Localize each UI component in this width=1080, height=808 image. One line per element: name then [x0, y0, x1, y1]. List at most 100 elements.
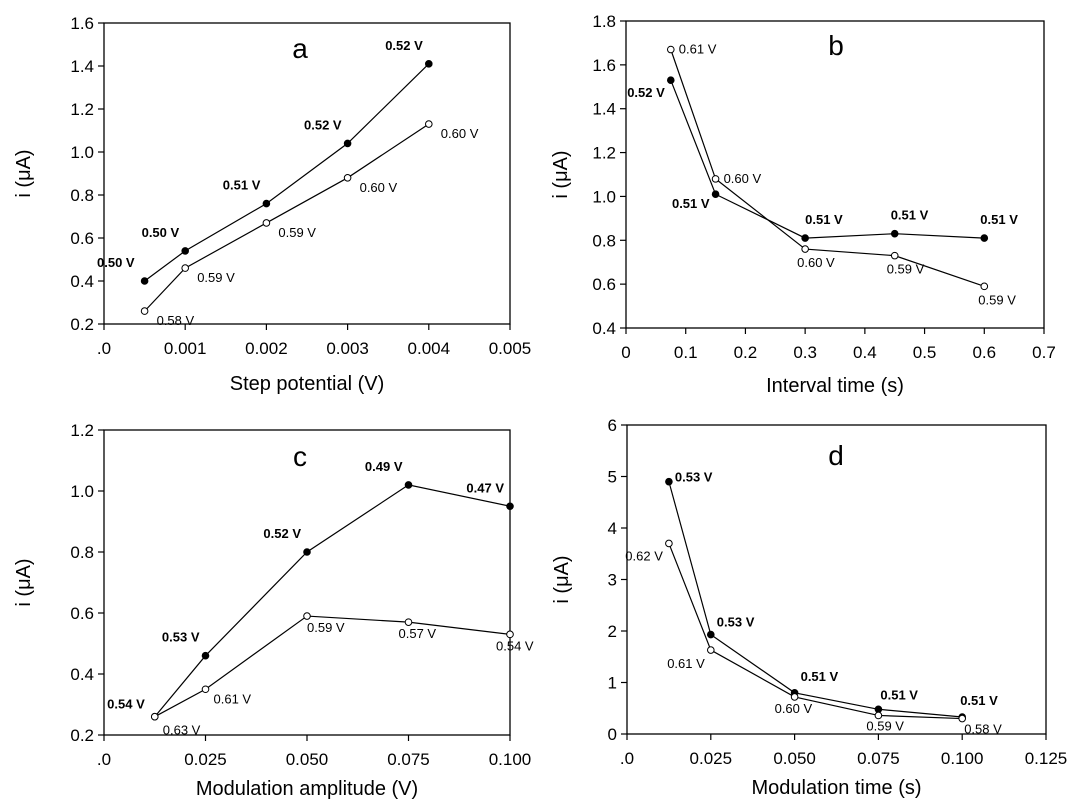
x-tick-label: 0.002 — [245, 339, 288, 358]
x-tick-label: 0.100 — [941, 749, 984, 768]
data-label: 0.49 V — [365, 459, 403, 474]
data-point — [150, 712, 159, 721]
series-filled: 0.50 V 0.50 V 0.51 V 0.52 V 0.52 V — [97, 38, 433, 285]
y-tick-label: 0.8 — [70, 543, 94, 562]
y-tick-label: 1.6 — [592, 56, 616, 75]
data-point — [201, 651, 210, 660]
series-filled: 0.53 V 0.53 V 0.51 V 0.51 V 0.51 V — [665, 470, 998, 721]
panel-a: .0 0.001 0.002 0.003 0.004 0.005 0.2 0.4 0.6 0.8 1… — [13, 14, 531, 395]
data-point — [707, 630, 715, 639]
x-tick-label: 0.100 — [489, 750, 532, 769]
data-point — [874, 705, 883, 714]
y-tick-label: 1.2 — [70, 421, 94, 440]
y-tick-label: 0.2 — [70, 726, 94, 745]
data-point — [404, 618, 413, 626]
data-label: 0.51 V — [880, 687, 918, 702]
y-axis-label: i (μA) — [550, 150, 572, 198]
data-point — [665, 477, 673, 486]
data-point — [181, 264, 189, 272]
x-tick-label: 0.025 — [690, 749, 733, 768]
y-tick-label: 0.2 — [70, 315, 94, 334]
data-label: 0.51 V — [891, 208, 929, 223]
series-line — [670, 49, 985, 287]
data-label: 0.59 V — [197, 270, 235, 285]
data-point — [201, 685, 210, 694]
data-point — [303, 612, 311, 620]
data-point — [666, 45, 675, 54]
data-label: 0.58 V — [964, 722, 1002, 737]
panel-b: 0 0.1 0.2 0.3 0.4 0.5 0.6 0.7 0.4 0.6 0.8 1.0 1.2 1.4… — [550, 12, 1056, 397]
data-label: 0.60 V — [775, 701, 813, 716]
data-label: 0.53 V — [675, 470, 713, 485]
data-label: 0.60 V — [797, 255, 835, 270]
data-point — [262, 219, 271, 227]
series-open: 0.62 V 0.61 V 0.60 V 0.59 V 0.58 V — [625, 539, 1002, 737]
data-label: 0.52 V — [627, 85, 665, 100]
x-axis-label: Modulation amplitude (V) — [196, 778, 418, 800]
panel-letter: c — [293, 441, 307, 472]
x-tick-label: .0 — [97, 339, 111, 358]
data-point — [404, 481, 413, 489]
y-tick-label: 0.8 — [592, 231, 616, 250]
data-point — [801, 245, 809, 253]
x-tick-label: 0.7 — [1032, 343, 1056, 362]
x-tick-label: .0 — [97, 750, 111, 769]
data-point — [890, 229, 899, 238]
data-label: 0.51 V — [801, 669, 839, 684]
y-tick-label: 0.4 — [70, 665, 94, 684]
x-tick-label: 0.001 — [164, 339, 207, 358]
data-point — [181, 247, 189, 255]
plot-frame — [103, 429, 511, 736]
data-point — [262, 199, 271, 208]
data-label: 0.51 V — [672, 196, 710, 211]
data-point — [343, 174, 352, 182]
data-point — [801, 234, 809, 242]
y-tick-label: 0.6 — [592, 275, 616, 294]
series-filled: 0.52 V 0.51 V 0.51 V 0.51 V 0.51 V — [627, 76, 1018, 242]
plot-frame — [103, 22, 511, 325]
x-tick-label: 0.004 — [408, 339, 451, 358]
data-label: 0.58 V — [157, 313, 195, 328]
series-line — [154, 484, 511, 718]
y-axis-label: i (μA) — [13, 149, 35, 197]
data-label: 0.50 V — [97, 255, 135, 270]
y-tick-label: 1.4 — [70, 57, 94, 76]
data-label: 0.59 V — [978, 292, 1016, 307]
series-open: 0.58 V 0.59 V 0.59 V 0.60 V 0.60 V — [140, 120, 479, 328]
data-point — [790, 693, 799, 701]
data-label: 0.62 V — [625, 548, 663, 563]
x-tick-label: 0.075 — [857, 749, 900, 768]
data-label: 0.59 V — [278, 225, 316, 240]
x-tick-label: .0 — [620, 749, 634, 768]
data-label: 0.60 V — [441, 126, 479, 141]
x-tick-label: 0.050 — [773, 749, 816, 768]
y-tick-label: 1.8 — [592, 12, 616, 31]
y-tick-label: 1.2 — [70, 100, 94, 119]
data-point — [980, 234, 989, 242]
y-tick-label: 5 — [608, 468, 617, 487]
y-tick-label: 1 — [608, 674, 617, 693]
data-label: 0.50 V — [142, 225, 180, 240]
data-point — [958, 714, 967, 723]
x-tick-label: 0.6 — [972, 343, 996, 362]
panel-d: .0 0.025 0.050 0.075 0.100 0.125 0 1 2 3 4 5 6 Modula… — [551, 416, 1067, 799]
data-label: 0.51 V — [805, 212, 843, 227]
data-label: 0.61 V — [214, 691, 252, 706]
data-label: 0.53 V — [717, 615, 755, 630]
y-tick-label: 0.4 — [592, 319, 616, 338]
y-tick-label: 0.4 — [70, 272, 94, 291]
x-tick-label: 0.050 — [286, 750, 329, 769]
data-label: 0.53 V — [162, 630, 200, 645]
y-tick-label: 1.2 — [592, 144, 616, 163]
data-point — [506, 630, 514, 639]
x-tick-label: 0.075 — [387, 750, 430, 769]
data-label: 0.51 V — [980, 212, 1018, 227]
x-axis-label: Interval time (s) — [766, 375, 904, 397]
data-label: 0.52 V — [304, 117, 342, 132]
data-point — [665, 539, 673, 548]
data-label: 0.59 V — [307, 620, 345, 635]
data-label: 0.51 V — [223, 178, 261, 193]
data-point — [874, 711, 883, 720]
y-tick-label: 0 — [608, 725, 617, 744]
